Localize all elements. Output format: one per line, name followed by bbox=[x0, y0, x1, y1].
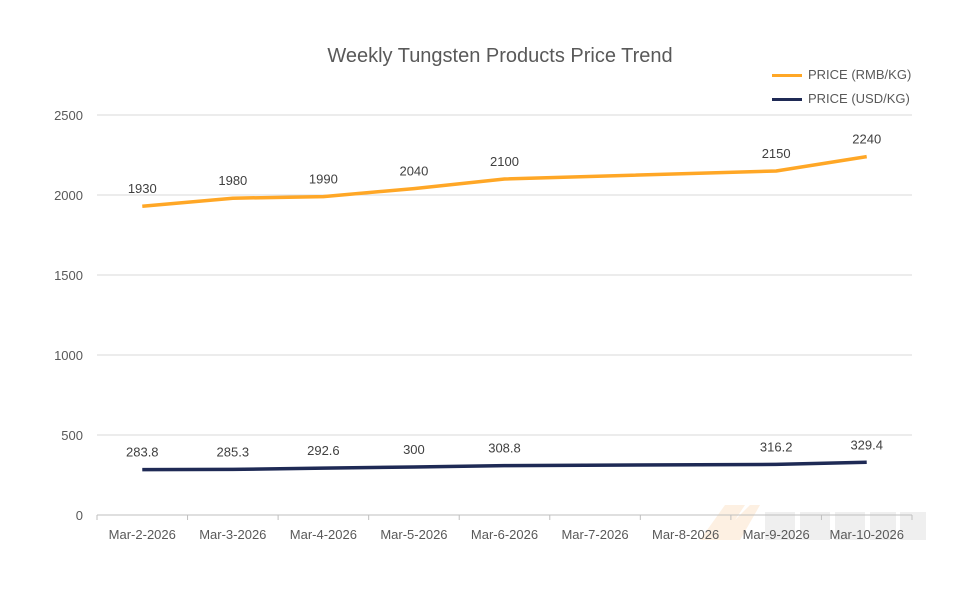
legend-label: PRICE (USD/KG) bbox=[808, 91, 910, 106]
legend-swatch bbox=[772, 73, 802, 77]
x-tick-label: Mar-7-2026 bbox=[561, 527, 628, 542]
data-label: 1980 bbox=[218, 173, 247, 188]
y-tick-label: 1500 bbox=[54, 268, 83, 283]
data-label: 2150 bbox=[762, 146, 791, 161]
data-label: 1930 bbox=[128, 181, 157, 196]
x-tick-label: Mar-5-2026 bbox=[380, 527, 447, 542]
y-tick-label: 2500 bbox=[54, 108, 83, 123]
series-line-1 bbox=[142, 460, 867, 472]
data-label: 2100 bbox=[490, 154, 519, 169]
data-label: 329.4 bbox=[850, 437, 883, 452]
y-tick-label: 2000 bbox=[54, 188, 83, 203]
data-label: 300 bbox=[403, 442, 425, 457]
x-tick-label: Mar-8-2026 bbox=[652, 527, 719, 542]
legend-item-usd: PRICE (USD/KG) bbox=[772, 91, 910, 107]
data-label: 283.8 bbox=[126, 445, 159, 460]
y-tick-label: 0 bbox=[76, 508, 83, 523]
data-label: 316.2 bbox=[760, 439, 793, 454]
data-label: 285.3 bbox=[217, 444, 250, 459]
chart-title: Weekly Tungsten Products Price Trend bbox=[327, 45, 673, 67]
x-tick-label: Mar-6-2026 bbox=[471, 527, 538, 542]
legend-swatch bbox=[772, 97, 802, 101]
legend-item-rmb: PRICE (RMB/KG) bbox=[772, 67, 911, 83]
y-tick-label: 500 bbox=[61, 428, 83, 443]
x-tick-label: Mar-3-2026 bbox=[199, 527, 266, 542]
data-label: 292.6 bbox=[307, 443, 340, 458]
x-tick-label: Mar-10-2026 bbox=[830, 527, 904, 542]
data-label: 2040 bbox=[399, 164, 428, 179]
data-label: 2240 bbox=[852, 132, 881, 147]
y-tick-label: 1000 bbox=[54, 348, 83, 363]
legend-label: PRICE (RMB/KG) bbox=[808, 67, 912, 82]
data-label: 308.8 bbox=[488, 441, 521, 456]
x-tick-label: Mar-4-2026 bbox=[290, 527, 357, 542]
x-tick-label: Mar-9-2026 bbox=[743, 527, 810, 542]
x-tick-label: Mar-2-2026 bbox=[109, 527, 176, 542]
watermark-logo bbox=[700, 505, 926, 540]
data-label: 1990 bbox=[309, 172, 338, 187]
